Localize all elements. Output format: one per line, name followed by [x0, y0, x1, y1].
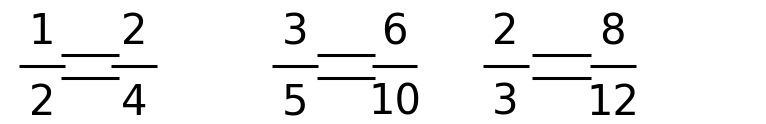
Text: 3: 3	[282, 11, 308, 53]
Text: 5: 5	[282, 82, 308, 124]
Text: 2: 2	[29, 82, 55, 124]
Text: 2: 2	[121, 11, 147, 53]
Text: 2: 2	[493, 11, 519, 53]
Text: 8: 8	[600, 11, 626, 53]
Text: 12: 12	[586, 82, 640, 124]
Text: 10: 10	[368, 82, 421, 124]
Text: 4: 4	[121, 82, 147, 124]
Text: 6: 6	[381, 11, 408, 53]
Text: 1: 1	[29, 11, 55, 53]
Text: 3: 3	[493, 82, 519, 124]
